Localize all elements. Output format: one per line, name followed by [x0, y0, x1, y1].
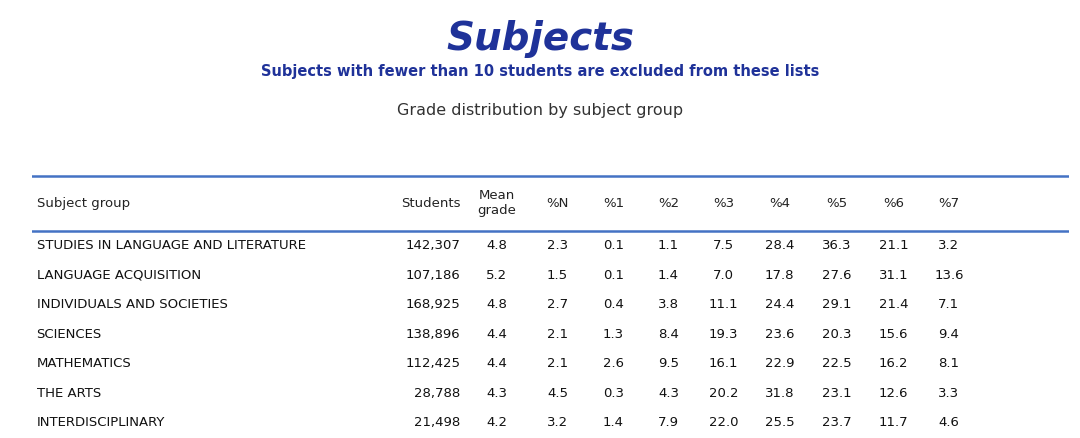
Text: %N: %N [546, 197, 569, 209]
Text: 25.5: 25.5 [765, 416, 794, 429]
Text: INTERDISCIPLINARY: INTERDISCIPLINARY [37, 416, 165, 429]
Text: 28.4: 28.4 [765, 240, 794, 252]
Text: 15.6: 15.6 [879, 328, 908, 341]
Text: SCIENCES: SCIENCES [37, 328, 102, 341]
Text: 11.7: 11.7 [879, 416, 908, 429]
Text: %7: %7 [939, 197, 959, 209]
Text: Subject group: Subject group [37, 197, 130, 209]
Text: 2.1: 2.1 [546, 357, 568, 370]
Text: 23.7: 23.7 [822, 416, 851, 429]
Text: 2.6: 2.6 [603, 357, 624, 370]
Text: 3.2: 3.2 [546, 416, 568, 429]
Text: 3.3: 3.3 [939, 387, 959, 399]
Text: 21.1: 21.1 [879, 240, 908, 252]
Text: 19.3: 19.3 [708, 328, 738, 341]
Text: %2: %2 [658, 197, 679, 209]
Text: 36.3: 36.3 [822, 240, 851, 252]
Text: Subjects with fewer than 10 students are excluded from these lists: Subjects with fewer than 10 students are… [260, 64, 820, 78]
Text: 27.6: 27.6 [822, 269, 851, 282]
Text: 1.3: 1.3 [603, 328, 624, 341]
Text: 11.1: 11.1 [708, 298, 739, 311]
Text: Mean
grade: Mean grade [477, 189, 516, 217]
Text: 1.4: 1.4 [603, 416, 624, 429]
Text: 4.4: 4.4 [486, 357, 508, 370]
Text: 4.8: 4.8 [486, 298, 508, 311]
Text: 13.6: 13.6 [934, 269, 963, 282]
Text: 0.3: 0.3 [603, 387, 624, 399]
Text: 23.6: 23.6 [765, 328, 794, 341]
Text: %4: %4 [769, 197, 789, 209]
Text: 4.5: 4.5 [548, 387, 568, 399]
Text: %1: %1 [603, 197, 624, 209]
Text: 2.3: 2.3 [546, 240, 568, 252]
Text: Students: Students [401, 197, 460, 209]
Text: 7.9: 7.9 [658, 416, 679, 429]
Text: 112,425: 112,425 [406, 357, 460, 370]
Text: 8.1: 8.1 [939, 357, 959, 370]
Text: 2.7: 2.7 [546, 298, 568, 311]
Text: %3: %3 [713, 197, 734, 209]
Text: 4.8: 4.8 [486, 240, 508, 252]
Text: 0.1: 0.1 [603, 269, 624, 282]
Text: 21,498: 21,498 [415, 416, 460, 429]
Text: 17.8: 17.8 [765, 269, 794, 282]
Text: 7.5: 7.5 [713, 240, 734, 252]
Text: 31.1: 31.1 [879, 269, 908, 282]
Text: 168,925: 168,925 [406, 298, 460, 311]
Text: INDIVIDUALS AND SOCIETIES: INDIVIDUALS AND SOCIETIES [37, 298, 228, 311]
Text: 142,307: 142,307 [406, 240, 460, 252]
Text: 138,896: 138,896 [406, 328, 460, 341]
Text: 0.1: 0.1 [603, 240, 624, 252]
Text: %5: %5 [826, 197, 847, 209]
Text: STUDIES IN LANGUAGE AND LITERATURE: STUDIES IN LANGUAGE AND LITERATURE [37, 240, 306, 252]
Text: 9.4: 9.4 [939, 328, 959, 341]
Text: 20.3: 20.3 [822, 328, 851, 341]
Text: 20.2: 20.2 [708, 387, 738, 399]
Text: %6: %6 [883, 197, 904, 209]
Text: 3.2: 3.2 [939, 240, 959, 252]
Text: 4.6: 4.6 [939, 416, 959, 429]
Text: 29.1: 29.1 [822, 298, 851, 311]
Text: 2.1: 2.1 [546, 328, 568, 341]
Text: 4.2: 4.2 [486, 416, 508, 429]
Text: Grade distribution by subject group: Grade distribution by subject group [397, 103, 683, 118]
Text: MATHEMATICS: MATHEMATICS [37, 357, 132, 370]
Text: 4.3: 4.3 [486, 387, 508, 399]
Text: Subjects: Subjects [446, 20, 634, 58]
Text: 7.0: 7.0 [713, 269, 734, 282]
Text: 1.4: 1.4 [658, 269, 679, 282]
Text: 5.2: 5.2 [486, 269, 508, 282]
Text: LANGUAGE ACQUISITION: LANGUAGE ACQUISITION [37, 269, 201, 282]
Text: 23.1: 23.1 [822, 387, 851, 399]
Text: 7.1: 7.1 [939, 298, 959, 311]
Text: 4.3: 4.3 [658, 387, 679, 399]
Text: 22.9: 22.9 [765, 357, 794, 370]
Text: 12.6: 12.6 [879, 387, 908, 399]
Text: 8.4: 8.4 [658, 328, 679, 341]
Text: 107,186: 107,186 [406, 269, 460, 282]
Text: 22.5: 22.5 [822, 357, 851, 370]
Text: 16.1: 16.1 [708, 357, 738, 370]
Text: 21.4: 21.4 [879, 298, 908, 311]
Text: 3.8: 3.8 [658, 298, 679, 311]
Text: 9.5: 9.5 [658, 357, 679, 370]
Text: 16.2: 16.2 [879, 357, 908, 370]
Text: 31.8: 31.8 [765, 387, 794, 399]
Text: 1.5: 1.5 [546, 269, 568, 282]
Text: 0.4: 0.4 [603, 298, 624, 311]
Text: 22.0: 22.0 [708, 416, 738, 429]
Text: 4.4: 4.4 [486, 328, 508, 341]
Text: THE ARTS: THE ARTS [37, 387, 100, 399]
Text: 24.4: 24.4 [765, 298, 794, 311]
Text: 28,788: 28,788 [415, 387, 460, 399]
Text: 1.1: 1.1 [658, 240, 679, 252]
